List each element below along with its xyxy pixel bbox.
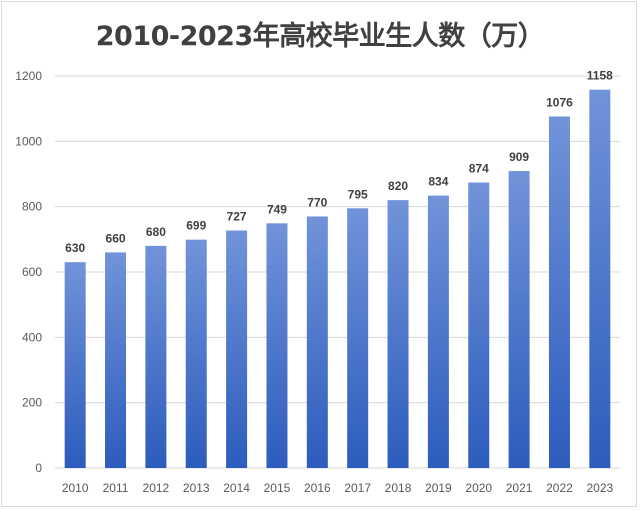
data-label: 660 xyxy=(106,231,126,245)
bar-2017 xyxy=(347,208,369,469)
bar-2022 xyxy=(548,116,570,469)
x-tick-label: 2012 xyxy=(143,481,170,495)
bar-2012 xyxy=(145,245,167,468)
data-label: 680 xyxy=(146,225,166,239)
bar-2011 xyxy=(105,252,127,468)
x-tick-label: 2011 xyxy=(103,481,129,495)
y-tick-label: 1200 xyxy=(15,69,42,83)
x-tick-label: 2014 xyxy=(223,481,250,495)
x-tick-label: 2013 xyxy=(183,481,210,495)
x-tick-label: 2021 xyxy=(506,481,533,495)
data-label: 1076 xyxy=(546,96,573,110)
data-label: 727 xyxy=(227,210,247,224)
x-tick-label: 2023 xyxy=(586,481,613,495)
x-tick-label: 2010 xyxy=(62,481,89,495)
bar-2018 xyxy=(387,200,409,468)
bar-2019 xyxy=(427,195,449,468)
x-tick-label: 2015 xyxy=(264,481,291,495)
x-tick-label: 2022 xyxy=(546,481,573,495)
bar-2014 xyxy=(226,230,248,468)
bar-2023 xyxy=(589,89,611,468)
data-label: 834 xyxy=(428,175,448,189)
bar-2010 xyxy=(64,262,86,468)
data-label: 1158 xyxy=(587,69,613,83)
data-label: 630 xyxy=(65,241,85,255)
y-tick-label: 400 xyxy=(22,330,42,344)
data-label: 820 xyxy=(388,179,408,193)
data-label: 749 xyxy=(267,202,287,216)
data-label: 874 xyxy=(469,161,489,175)
y-tick-label: 0 xyxy=(35,461,42,475)
data-label: 909 xyxy=(509,150,529,164)
x-tick-label: 2017 xyxy=(344,481,371,495)
x-tick-label: 2018 xyxy=(385,481,412,495)
bar-2015 xyxy=(266,223,288,468)
bar-2020 xyxy=(468,182,490,468)
y-tick-label: 600 xyxy=(22,265,42,279)
data-label: 699 xyxy=(186,219,206,233)
x-tick-label: 2020 xyxy=(465,481,492,495)
y-tick-label: 1000 xyxy=(15,134,42,148)
x-tick-label: 2016 xyxy=(304,481,331,495)
data-label: 795 xyxy=(348,187,368,201)
bar-2013 xyxy=(185,239,207,468)
y-tick-label: 800 xyxy=(22,200,42,214)
chart-title: 2010-2023年高校毕业生人数（万） xyxy=(95,21,545,52)
x-tick-label: 2019 xyxy=(425,481,452,495)
data-label: 770 xyxy=(307,195,327,209)
y-tick-label: 200 xyxy=(22,396,42,410)
bar-2021 xyxy=(508,171,530,468)
bar-2016 xyxy=(306,216,328,468)
